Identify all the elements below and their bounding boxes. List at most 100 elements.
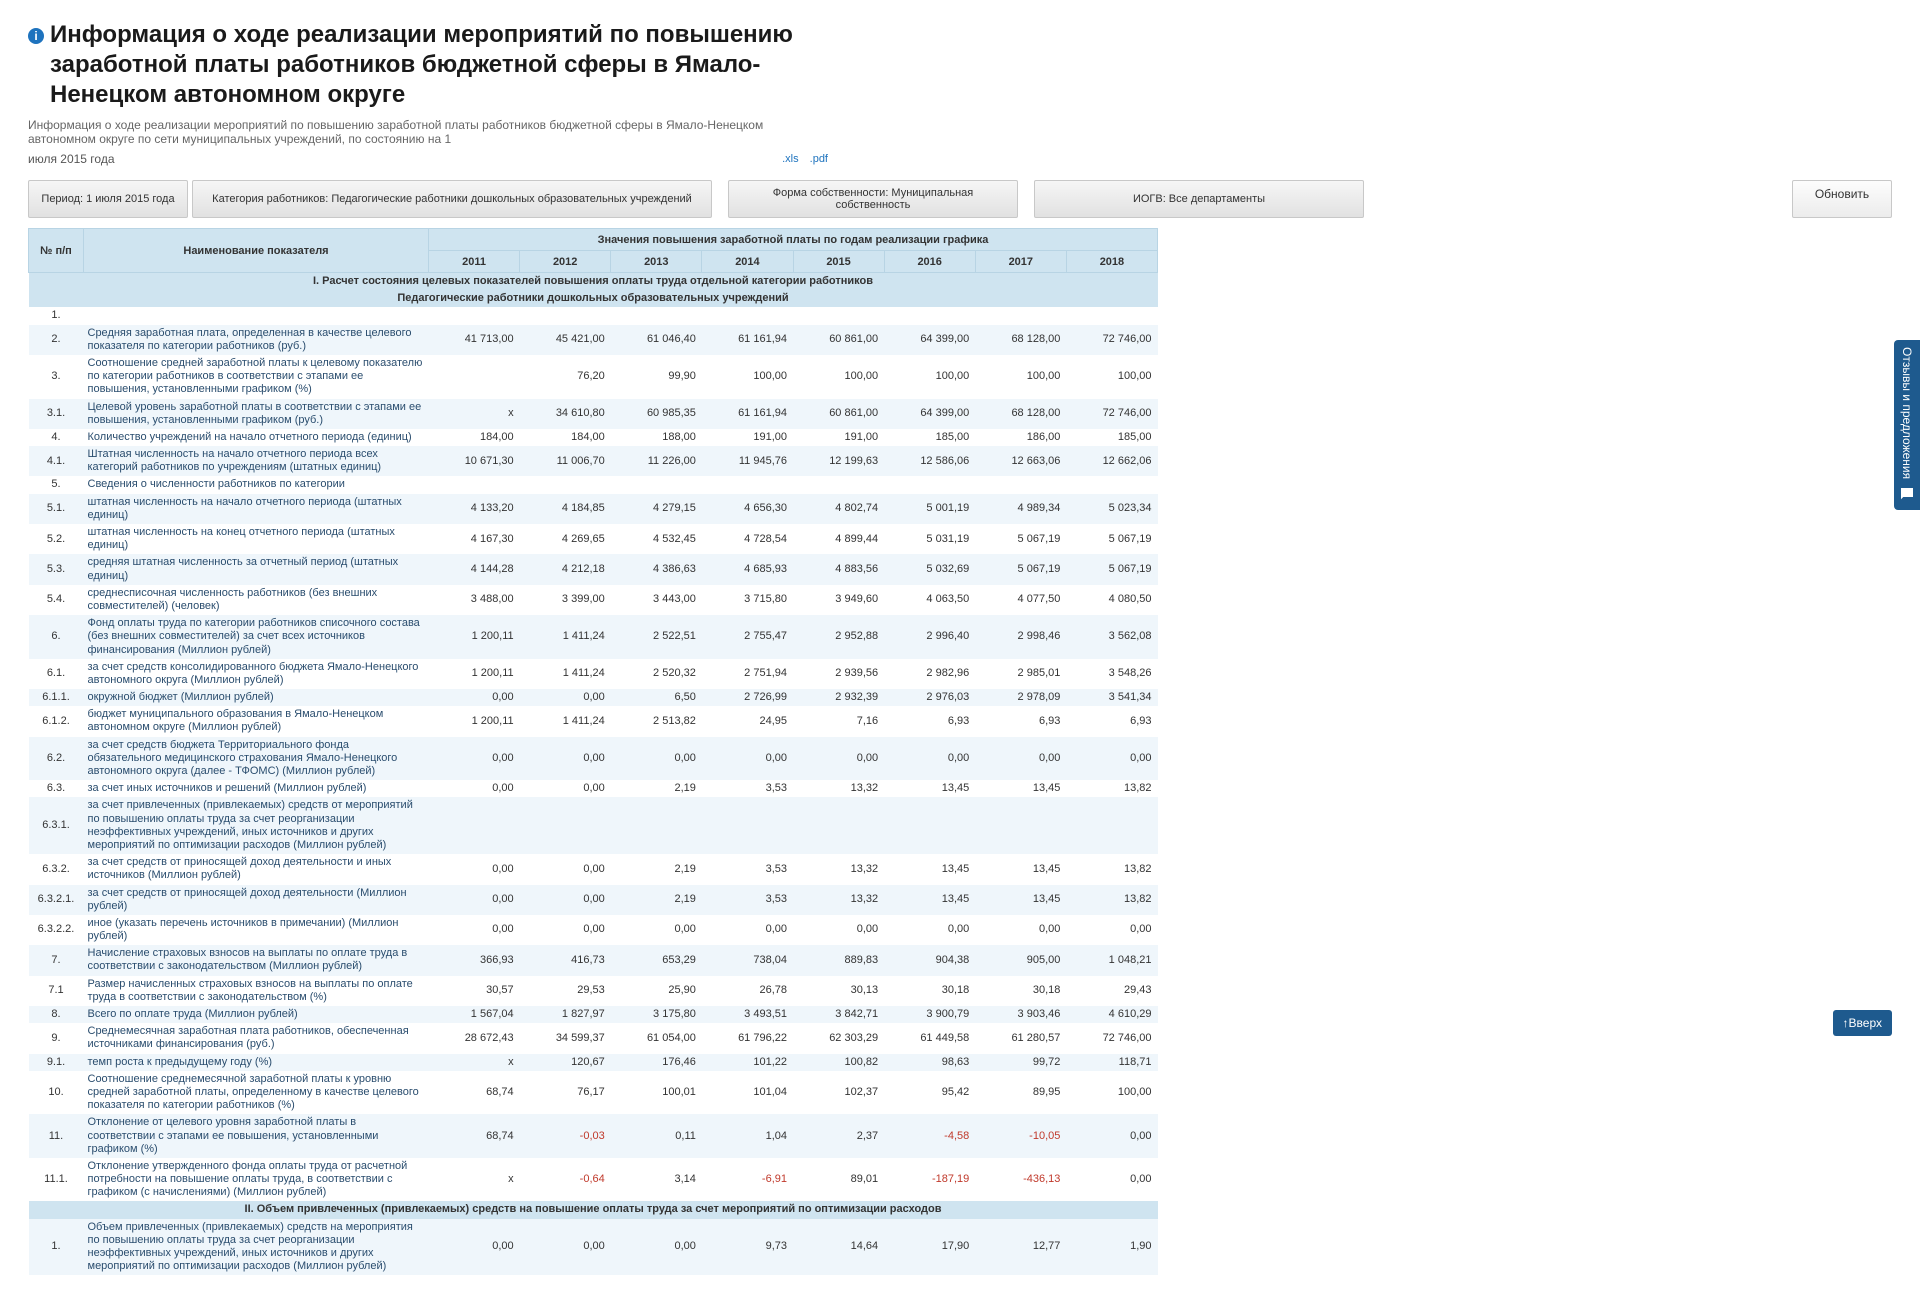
table-row: 1. <box>29 307 1158 324</box>
cell-value: 5 001,19 <box>884 494 975 524</box>
cell-value: 61 046,40 <box>611 325 702 355</box>
row-index: 5.4. <box>29 585 84 615</box>
filter-period[interactable]: Период: 1 июля 2015 года <box>28 180 188 218</box>
cell-value: 3 493,51 <box>702 1006 793 1023</box>
filter-category[interactable]: Категория работников: Педагогические раб… <box>192 180 712 218</box>
cell-value <box>1066 476 1157 493</box>
cell-value: -436,13 <box>975 1158 1066 1202</box>
scroll-top-button[interactable]: ↑Вверх <box>1833 1010 1892 1036</box>
row-name: за счет средств бюджета Территориального… <box>84 737 429 781</box>
cell-value: 3 903,46 <box>975 1006 1066 1023</box>
cell-value: 13,45 <box>884 854 975 884</box>
export-xls-link[interactable]: .xls <box>782 153 799 165</box>
table-row: 3.1.Целевой уровень заработной платы в с… <box>29 399 1158 429</box>
cell-value: 2,19 <box>611 780 702 797</box>
cell-value: 60 861,00 <box>793 399 884 429</box>
cell-value: 2 932,39 <box>793 689 884 706</box>
table-row: 7.Начисление страховых взносов на выплат… <box>29 945 1158 975</box>
row-index: 6.1.2. <box>29 706 84 736</box>
filter-iogv[interactable]: ИОГВ: Все департаменты <box>1034 180 1364 218</box>
cell-value: 95,42 <box>884 1071 975 1115</box>
cell-value: 905,00 <box>975 945 1066 975</box>
cell-value: 3 562,08 <box>1066 615 1157 659</box>
cell-value: 0,00 <box>429 1219 520 1276</box>
cell-value: 0,00 <box>429 737 520 781</box>
table-row: 10.Соотношение среднемесячной заработной… <box>29 1071 1158 1115</box>
cell-value: 25,90 <box>611 976 702 1006</box>
cell-value: 13,45 <box>884 885 975 915</box>
cell-value: 4 989,34 <box>975 494 1066 524</box>
cell-value: 60 861,00 <box>793 325 884 355</box>
table-row: 9.1.темп роста к предыдущему году (%)х12… <box>29 1054 1158 1071</box>
cell-value <box>793 797 884 854</box>
cell-value: 4 685,93 <box>702 554 793 584</box>
cell-value: 13,32 <box>793 854 884 884</box>
cell-value: 30,13 <box>793 976 884 1006</box>
cell-value: 4 144,28 <box>429 554 520 584</box>
cell-value: 416,73 <box>520 945 611 975</box>
cell-value: 3,53 <box>702 854 793 884</box>
cell-value <box>975 476 1066 493</box>
cell-value: 1,90 <box>1066 1219 1157 1276</box>
table-row: 11.1.Отклонение утвержденного фонда опла… <box>29 1158 1158 1202</box>
cell-value: 0,00 <box>1066 1158 1157 1202</box>
row-index: 6.3.1. <box>29 797 84 854</box>
table-row: 5.3.средняя штатная численность за отчет… <box>29 554 1158 584</box>
cell-value: 3 949,60 <box>793 585 884 615</box>
cell-value: 98,63 <box>884 1054 975 1071</box>
row-index: 6.1.1. <box>29 689 84 706</box>
row-index: 2. <box>29 325 84 355</box>
cell-value: 0,00 <box>1066 915 1157 945</box>
cell-value: 17,90 <box>884 1219 975 1276</box>
feedback-tab[interactable]: Отзывы и предложения <box>1894 340 1920 510</box>
cell-value: 1 567,04 <box>429 1006 520 1023</box>
cell-value: 0,00 <box>520 737 611 781</box>
cell-value: 101,22 <box>702 1054 793 1071</box>
update-button[interactable]: Обновить <box>1792 180 1892 218</box>
row-index: 5. <box>29 476 84 493</box>
cell-value: 186,00 <box>975 429 1066 446</box>
cell-value: 30,57 <box>429 976 520 1006</box>
cell-value: 99,72 <box>975 1054 1066 1071</box>
cell-value: 100,00 <box>702 355 793 399</box>
row-name: среднесписочная численность работников (… <box>84 585 429 615</box>
cell-value: 61 449,58 <box>884 1023 975 1053</box>
cell-value: -10,05 <box>975 1114 1066 1158</box>
row-name: Фонд оплаты труда по категории работнико… <box>84 615 429 659</box>
data-table: № п/п Наименование показателя Значения п… <box>28 228 1158 1275</box>
row-name: за счет средств от приносящей доход деят… <box>84 885 429 915</box>
row-index: 11.1. <box>29 1158 84 1202</box>
table-row: 6.3.за счет иных источников и решений (М… <box>29 780 1158 797</box>
cell-value: 101,04 <box>702 1071 793 1115</box>
cell-value: 191,00 <box>702 429 793 446</box>
export-pdf-link[interactable]: .pdf <box>810 153 828 165</box>
cell-value: 4 279,15 <box>611 494 702 524</box>
th-number: № п/п <box>29 229 84 273</box>
cell-value: 61 161,94 <box>702 399 793 429</box>
cell-value: 0,11 <box>611 1114 702 1158</box>
cell-value: 0,00 <box>520 854 611 884</box>
cell-value: 3 175,80 <box>611 1006 702 1023</box>
cell-value: 0,00 <box>520 885 611 915</box>
row-name: за счет средств консолидированного бюдже… <box>84 659 429 689</box>
row-name: Целевой уровень заработной платы в соотв… <box>84 399 429 429</box>
th-group: Значения повышения заработной платы по г… <box>429 229 1158 251</box>
row-name: иное (указать перечень источников в прим… <box>84 915 429 945</box>
cell-value: 0,00 <box>429 780 520 797</box>
cell-value: 366,93 <box>429 945 520 975</box>
cell-value: 41 713,00 <box>429 325 520 355</box>
cell-value: -187,19 <box>884 1158 975 1202</box>
row-name: Начисление страховых взносов на выплаты … <box>84 945 429 975</box>
cell-value: 1 200,11 <box>429 659 520 689</box>
row-index: 4. <box>29 429 84 446</box>
cell-value: 0,00 <box>611 915 702 945</box>
cell-value: 4 883,56 <box>793 554 884 584</box>
th-year: 2015 <box>793 251 884 273</box>
section-header: Педагогические работники дошкольных обра… <box>29 290 1158 307</box>
cell-value: 72 746,00 <box>1066 325 1157 355</box>
filter-ownership[interactable]: Форма собственности: Муниципальная собст… <box>728 180 1018 218</box>
cell-value <box>884 797 975 854</box>
row-index: 6.2. <box>29 737 84 781</box>
cell-value: 118,71 <box>1066 1054 1157 1071</box>
cell-value <box>520 307 611 324</box>
